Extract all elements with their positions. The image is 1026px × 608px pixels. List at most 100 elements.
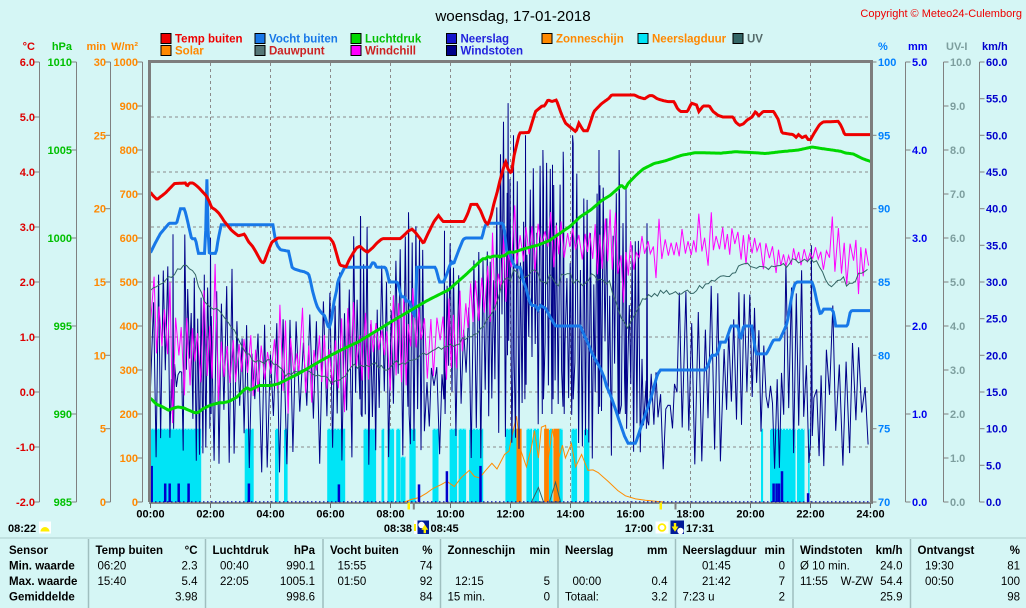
svg-text:80: 80: [878, 350, 890, 362]
svg-text:°C: °C: [23, 41, 35, 53]
svg-text:17:31: 17:31: [686, 523, 714, 535]
svg-text:54.4: 54.4: [880, 576, 903, 588]
svg-text:Ontvangst: Ontvangst: [918, 545, 975, 557]
svg-text:%: %: [1010, 545, 1020, 557]
svg-text:km/h: km/h: [982, 41, 1008, 53]
svg-text:20: 20: [94, 204, 106, 216]
svg-text:300: 300: [120, 365, 138, 377]
svg-text:998.6: 998.6: [286, 592, 315, 604]
svg-text:5: 5: [544, 576, 550, 588]
svg-text:1000: 1000: [48, 233, 72, 245]
svg-text:30: 30: [94, 57, 106, 69]
svg-text:12:15: 12:15: [455, 576, 484, 588]
svg-text:0.0: 0.0: [20, 387, 35, 399]
svg-text:-2.0: -2.0: [16, 497, 35, 509]
svg-text:00:00: 00:00: [136, 509, 164, 521]
svg-text:20.0: 20.0: [986, 350, 1007, 362]
svg-text:16:00: 16:00: [616, 509, 644, 521]
svg-text:11:55: 11:55: [800, 576, 828, 588]
svg-text:Sensor: Sensor: [9, 545, 49, 557]
svg-text:Temp buiten: Temp buiten: [175, 34, 243, 46]
svg-text:3.0: 3.0: [20, 222, 35, 234]
svg-text:1.0: 1.0: [912, 409, 927, 421]
svg-text:Temp buiten: Temp buiten: [96, 545, 164, 557]
svg-text:50.0: 50.0: [986, 130, 1007, 142]
svg-text:0.4: 0.4: [652, 576, 669, 588]
svg-text:Windstoten: Windstoten: [800, 545, 863, 557]
svg-text:1005: 1005: [48, 145, 72, 157]
svg-text:Neerslag: Neerslag: [565, 545, 614, 557]
svg-text:°C: °C: [185, 545, 198, 557]
svg-text:Luchtdruk: Luchtdruk: [213, 545, 270, 557]
svg-text:90: 90: [878, 204, 890, 216]
svg-text:500: 500: [120, 277, 138, 289]
svg-text:0.0: 0.0: [950, 497, 965, 509]
svg-text:mm: mm: [647, 545, 667, 557]
svg-text:min: min: [86, 41, 106, 53]
svg-text:81: 81: [1007, 561, 1020, 573]
svg-text:-1.0: -1.0: [16, 442, 35, 454]
svg-text:15: 15: [94, 277, 106, 289]
svg-text:%: %: [878, 41, 888, 53]
svg-text:mm: mm: [908, 41, 928, 53]
svg-text:98: 98: [1007, 592, 1020, 604]
svg-text:0: 0: [100, 497, 106, 509]
svg-text:00:40: 00:40: [220, 561, 249, 573]
svg-text:70: 70: [878, 497, 890, 509]
svg-text:02:00: 02:00: [196, 509, 224, 521]
svg-text:Gemiddelde: Gemiddelde: [9, 592, 75, 604]
svg-text:25.0: 25.0: [986, 314, 1007, 326]
svg-text:4.0: 4.0: [950, 321, 965, 333]
svg-text:1.0: 1.0: [20, 332, 35, 344]
svg-text:800: 800: [120, 145, 138, 157]
svg-text:74: 74: [420, 561, 433, 573]
svg-text:0: 0: [779, 561, 785, 573]
svg-text:min: min: [530, 545, 550, 557]
svg-text:15:55: 15:55: [338, 561, 367, 573]
svg-text:21:42: 21:42: [702, 576, 731, 588]
svg-text:Vocht buiten: Vocht buiten: [269, 34, 338, 46]
svg-text:1005.1: 1005.1: [280, 576, 315, 588]
svg-text:2.0: 2.0: [912, 321, 927, 333]
svg-text:06:00: 06:00: [316, 509, 344, 521]
svg-text:UV-I: UV-I: [946, 41, 967, 53]
svg-text:10.0: 10.0: [950, 57, 971, 69]
svg-text:92: 92: [420, 576, 433, 588]
svg-text:08:38: 08:38: [384, 523, 412, 535]
svg-text:700: 700: [120, 189, 138, 201]
svg-text:2.0: 2.0: [20, 277, 35, 289]
svg-text:04:00: 04:00: [256, 509, 284, 521]
svg-text:4.0: 4.0: [912, 145, 927, 157]
svg-text:2: 2: [779, 592, 785, 604]
svg-text:3.0: 3.0: [912, 233, 927, 245]
svg-text:5.0: 5.0: [986, 460, 1001, 472]
svg-text:00:00: 00:00: [573, 576, 602, 588]
svg-text:5: 5: [100, 424, 106, 436]
svg-text:60.0: 60.0: [986, 57, 1007, 69]
svg-text:1010: 1010: [48, 57, 72, 69]
svg-text:10:00: 10:00: [436, 509, 464, 521]
svg-text:Zonneschijn: Zonneschijn: [448, 545, 516, 557]
svg-text:22:00: 22:00: [796, 509, 824, 521]
svg-text:900: 900: [120, 101, 138, 113]
svg-text:01:45: 01:45: [702, 561, 731, 573]
svg-text:hPa: hPa: [294, 545, 316, 557]
svg-text:9.0: 9.0: [950, 101, 965, 113]
svg-text:25.9: 25.9: [880, 592, 902, 604]
svg-text:15 min.: 15 min.: [448, 592, 486, 604]
svg-text:W/m²: W/m²: [111, 41, 138, 53]
svg-text:3.0: 3.0: [950, 365, 965, 377]
svg-text:01:50: 01:50: [338, 576, 367, 588]
svg-text:1.0: 1.0: [950, 453, 965, 465]
svg-text:Dauwpunt: Dauwpunt: [269, 46, 325, 58]
svg-text:Neerslagduur: Neerslagduur: [652, 34, 727, 46]
svg-text:3.98: 3.98: [175, 592, 197, 604]
svg-text:10.0: 10.0: [986, 424, 1007, 436]
svg-text:990: 990: [54, 409, 72, 421]
svg-text:85: 85: [878, 277, 890, 289]
svg-text:19:30: 19:30: [925, 561, 954, 573]
svg-text:45.0: 45.0: [986, 167, 1007, 179]
svg-text:Luchtdruk: Luchtdruk: [365, 34, 422, 46]
svg-text:2.0: 2.0: [950, 409, 965, 421]
svg-text:6.0: 6.0: [950, 233, 965, 245]
